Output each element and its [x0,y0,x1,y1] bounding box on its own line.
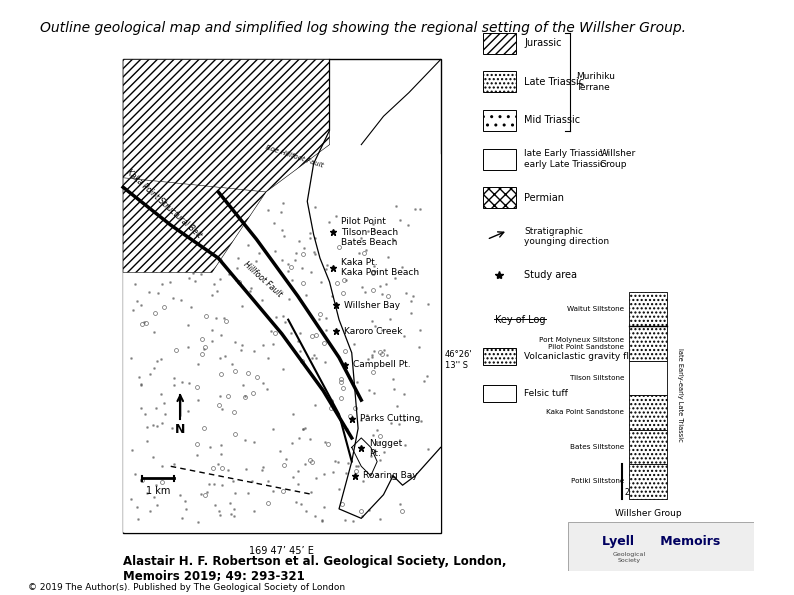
Text: Parks Cutting: Parks Cutting [360,415,420,424]
Bar [483,71,516,92]
Text: 169 47’ 45’ E: 169 47’ 45’ E [249,546,314,556]
Text: Murihiku
Terrane: Murihiku Terrane [576,72,615,92]
Bar [123,60,441,533]
Text: Mid Triassic: Mid Triassic [524,115,580,126]
Text: N: N [175,422,186,436]
Bar [483,347,516,365]
Text: Campbell Pt.: Campbell Pt. [353,360,411,369]
Polygon shape [123,178,266,273]
Text: Kaka Point Sandstone: Kaka Point Sandstone [546,409,624,415]
Text: Jurassic: Jurassic [524,38,561,48]
Text: Volcaniclastic gravity flows: Volcaniclastic gravity flows [524,352,646,361]
Text: Geological
Society: Geological Society [613,552,646,563]
Bar [629,395,667,430]
Text: Hillfoot Fault: Hillfoot Fault [242,260,283,299]
Bar [483,385,516,402]
Text: Lyell      Memoirs: Lyell Memoirs [602,536,720,549]
Text: Karoro Creek: Karoro Creek [344,327,403,336]
Text: Alastair H. F. Robertson et al. Geological Society, London,
Memoirs 2019; 49: 29: Alastair H. F. Robertson et al. Geologic… [123,555,507,583]
Text: late Early Triassic-
early Late Triassic: late Early Triassic- early Late Triassic [524,149,606,169]
Text: Tilson Siltstone: Tilson Siltstone [569,375,624,381]
Bar [483,33,516,54]
Text: Permian: Permian [524,193,564,203]
Text: Port Molyneux Siltstone
Pilot Point Sandstone: Port Molyneux Siltstone Pilot Point Sand… [539,337,624,350]
Polygon shape [123,60,330,249]
Text: Kaka Point Structural Belt: Kaka Point Structural Belt [125,168,204,240]
Text: Nugget
Pt.: Nugget Pt. [369,439,403,458]
Text: Potiki Siltstone: Potiki Siltstone [571,478,624,484]
Text: Late Triassic: Late Triassic [524,77,584,87]
Text: Roe Hillfoot Fault: Roe Hillfoot Fault [265,145,324,168]
Text: Stratigraphic
younging direction: Stratigraphic younging direction [524,227,609,246]
Polygon shape [123,154,441,533]
Text: Roaring Bay: Roaring Bay [363,471,418,480]
Text: late Early-early Late Triassic: late Early-early Late Triassic [676,348,683,442]
Text: Willsher
Group: Willsher Group [599,149,636,169]
Text: Felsic tuff: Felsic tuff [524,389,568,398]
Text: 250m: 250m [625,488,647,497]
Bar [629,292,667,326]
Text: Key of Log: Key of Log [495,315,545,325]
Text: Pilot Point
Tilson Beach
Bates Beach: Pilot Point Tilson Beach Bates Beach [341,217,398,247]
Bar [629,361,667,395]
Bar [629,430,667,464]
Text: Waitut Siltstone: Waitut Siltstone [567,306,624,312]
Bar [483,110,516,131]
Text: 1 km: 1 km [146,486,170,496]
Text: 46°26'
13'' S: 46°26' 13'' S [445,350,472,369]
Bar [629,464,667,499]
Text: Bates Siltstone: Bates Siltstone [570,444,624,450]
Text: Kaka Pt.
Kaka Point Beach: Kaka Pt. Kaka Point Beach [341,258,418,277]
Bar [483,187,516,208]
Bar [629,326,667,361]
Text: © 2019 The Author(s). Published by The Geological Society of London: © 2019 The Author(s). Published by The G… [28,583,345,592]
Text: Outline geological map and simplified log showing the regional setting of the Wi: Outline geological map and simplified lo… [40,21,686,35]
Text: Study area: Study area [524,270,577,280]
Bar [483,149,516,170]
Text: Willsher Bay: Willsher Bay [344,301,400,310]
Text: Willsher Group: Willsher Group [615,509,681,518]
